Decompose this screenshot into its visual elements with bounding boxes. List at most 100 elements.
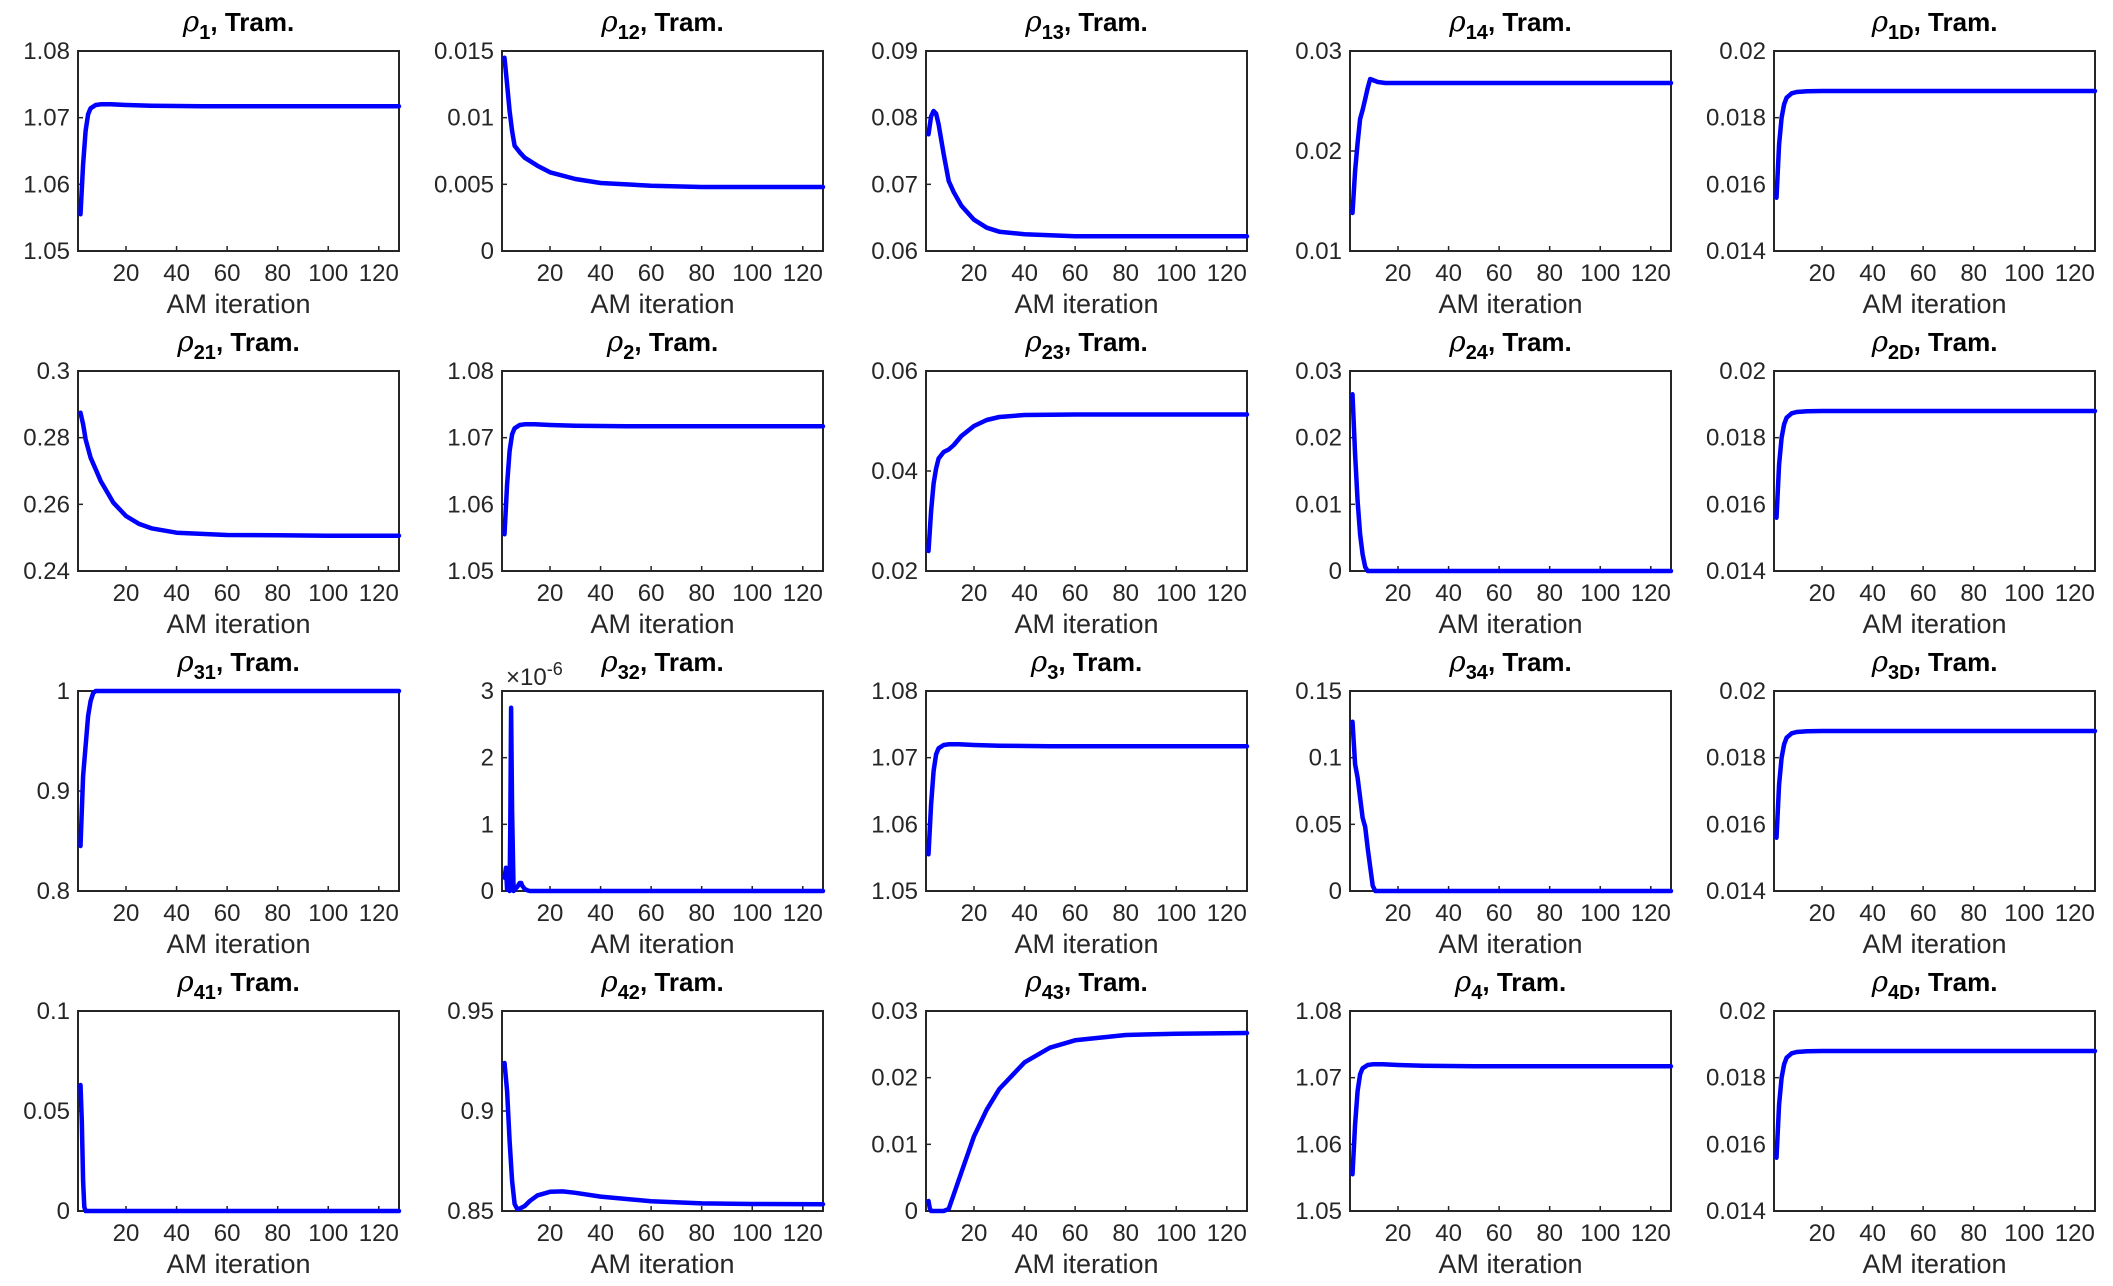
x-tick-label: 80 (264, 580, 291, 607)
rho-symbol: ρ (606, 325, 624, 358)
x-tick-label: 80 (688, 260, 715, 287)
subplot-rho-2: 20 40 60 80 100 120 1.05 1.06 1.07 1.08 AM iterati… (447, 325, 826, 639)
y-tick-label: 0 (1329, 878, 1342, 905)
y-tick-label: 1.07 (871, 745, 918, 772)
x-axis-label: AM iteration (1862, 929, 2006, 959)
y-tick-label: 2 (481, 745, 494, 772)
subplot-title: ρ3, Tram. (1030, 645, 1142, 684)
x-axis-label: AM iteration (1438, 289, 1582, 319)
x-tick-label: 100 (732, 260, 772, 287)
rho-symbol: ρ (176, 965, 194, 998)
y-tick-label: 0.014 (1706, 238, 1766, 265)
title-suffix: , Tram. (1914, 327, 1998, 357)
rho-subscript: 34 (1466, 662, 1489, 684)
rho-symbol: ρ (600, 645, 618, 678)
axes-frame (1349, 370, 1672, 572)
x-axis-label: AM iteration (1438, 1249, 1582, 1279)
series-line (502, 55, 826, 190)
x-tick-label: 100 (2004, 900, 2044, 927)
x-tick-label: 60 (214, 900, 241, 927)
axes-frame (925, 370, 1248, 572)
y-tick-label: 1.07 (1295, 1065, 1342, 1092)
series-line (502, 705, 826, 894)
y-tick-label: 1.05 (1295, 1198, 1342, 1225)
y-tick-label: 0 (905, 1198, 918, 1225)
title-suffix: , Tram. (216, 967, 300, 997)
x-tick-label: 120 (1631, 580, 1671, 607)
x-tick-label: 60 (1062, 900, 1089, 927)
y-tick-label: 1.08 (23, 38, 70, 65)
title-suffix: , Tram. (1482, 967, 1566, 997)
y-tick-label: 1.07 (447, 425, 494, 452)
y-tick-label: 0.02 (1295, 425, 1342, 452)
x-tick-label: 100 (308, 580, 348, 607)
y-tick-label: 0.06 (871, 238, 918, 265)
subplot-rho-12: 20 40 60 80 100 120 0 0.005 0.01 0.015 AM iteratio… (434, 5, 826, 319)
x-tick-label: 20 (1809, 900, 1836, 927)
rho-symbol: ρ (1030, 645, 1048, 678)
y-tick-label: 1 (57, 678, 70, 705)
subplot-title: ρ41, Tram. (176, 965, 300, 1004)
axes-frame (501, 690, 824, 892)
x-tick-label: 20 (961, 580, 988, 607)
subplot-title: ρ21, Tram. (176, 325, 300, 364)
y-tick-label: 0.016 (1706, 491, 1766, 518)
x-tick-label: 40 (587, 260, 614, 287)
x-tick-label: 100 (1580, 900, 1620, 927)
series-line (1774, 1048, 2098, 1160)
subplot-rho-14: 20 40 60 80 100 120 0.01 0.02 0.03 AM iteration ρ1… (1295, 5, 1674, 319)
rho-subscript: 2 (623, 342, 634, 364)
x-tick-label: 120 (2055, 900, 2095, 927)
x-tick-label: 80 (688, 580, 715, 607)
rho-subscript: 13 (1042, 22, 1064, 44)
x-tick-label: 60 (638, 900, 665, 927)
subplot-rho-24: 20 40 60 80 100 120 0 0.01 0.02 0.03 AM iteration ρ… (1295, 325, 1674, 639)
x-tick-label: 20 (113, 1220, 140, 1247)
y-tick-label: 0.08 (871, 105, 918, 132)
x-tick-label: 20 (1809, 1220, 1836, 1247)
y-tick-label: 0.02 (1719, 358, 1766, 385)
y-tick-label: 0.9 (37, 778, 70, 805)
x-tick-label: 60 (214, 260, 241, 287)
x-tick-label: 20 (537, 1220, 564, 1247)
x-tick-label: 60 (214, 1220, 241, 1247)
rho-symbol: ρ (1448, 645, 1466, 678)
series-line (1774, 408, 2098, 520)
subplot-rho-4: 20 40 60 80 100 120 1.05 1.06 1.07 1.08 AM iterati… (1295, 965, 1674, 1279)
y-tick-label: 1.05 (447, 558, 494, 585)
subplot-rho-2D: 20 40 60 80 100 120 0.014 0.016 0.018 0.02 AM iter… (1706, 325, 2098, 639)
exponent-power: -6 (547, 659, 563, 679)
subplot-title: ρ24, Tram. (1448, 325, 1572, 364)
subplot-rho-1D: 20 40 60 80 100 120 0.014 0.016 0.018 0.02 AM iter… (1706, 5, 2098, 319)
x-tick-label: 20 (1385, 900, 1412, 927)
axes-frame (1349, 690, 1672, 892)
rho-subscript: 24 (1466, 342, 1489, 364)
series-line (1350, 1062, 1674, 1177)
rho-symbol: ρ (600, 5, 618, 38)
x-tick-label: 40 (1859, 260, 1886, 287)
rho-symbol: ρ (1871, 645, 1889, 678)
x-tick-label: 100 (1156, 580, 1196, 607)
axes-frame (1773, 370, 2096, 572)
y-tick-label: 1.06 (871, 811, 918, 838)
x-tick-label: 80 (1536, 900, 1563, 927)
y-tick-label: 0.01 (1295, 491, 1342, 518)
axes-frame (501, 370, 824, 572)
x-tick-label: 40 (1011, 900, 1038, 927)
x-tick-label: 20 (961, 260, 988, 287)
rho-symbol: ρ (600, 965, 618, 998)
x-tick-label: 120 (1631, 1220, 1671, 1247)
y-tick-label: 0.09 (871, 38, 918, 65)
y-tick-label: 0.1 (1309, 745, 1342, 772)
x-tick-label: 120 (2055, 580, 2095, 607)
y-tick-label: 0.95 (447, 998, 494, 1025)
x-axis-label: AM iteration (1862, 1249, 2006, 1279)
rho-symbol: ρ (1871, 965, 1889, 998)
x-tick-label: 60 (638, 260, 665, 287)
y-tick-label: 1.06 (1295, 1131, 1342, 1158)
x-tick-label: 40 (163, 1220, 190, 1247)
y-tick-label: 0.9 (461, 1098, 494, 1125)
y-tick-label: 1.06 (447, 491, 494, 518)
subplot-title: ρ23, Tram. (1024, 325, 1148, 364)
y-tick-label: 0.8 (37, 878, 70, 905)
